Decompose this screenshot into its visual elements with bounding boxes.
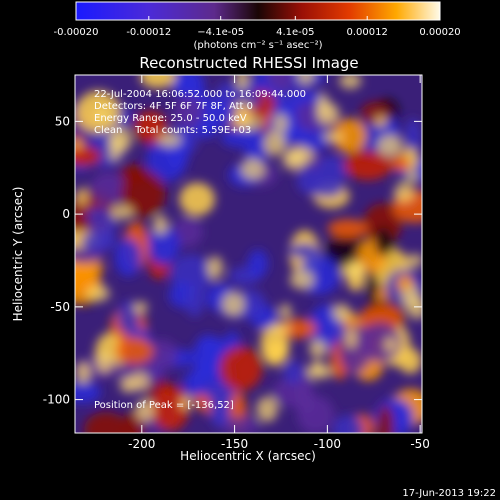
colorbar-unit-label: (photons cm⁻² s⁻¹ asec⁻²)	[193, 40, 322, 51]
y-tick-label: 50	[55, 114, 70, 128]
colorbar-tick-label: 0.00020	[419, 27, 460, 38]
x-tick-label: -50	[410, 437, 430, 451]
colorbar-ticks: -0.00020 -0.00012 −4.1e-05 4.1e-05 0.00012 0.…	[54, 16, 461, 38]
y-tick-label: -100	[43, 393, 70, 407]
annotation-time-range: 22-Jul-2004 16:06:52.000 to 16:09:44.000	[94, 89, 306, 100]
y-axis-label: Heliocentric Y (arcsec)	[11, 187, 25, 322]
plot-frame	[74, 74, 423, 434]
x-tick-label: -200	[128, 437, 155, 451]
x-axis-label: Heliocentric X (arcsec)	[180, 449, 316, 463]
annotation-peak-position: Position of Peak = [-136,52]	[94, 400, 234, 411]
colorbar-tick-label: 4.1e-05	[276, 27, 314, 38]
colorbar-tick-label: -0.00020	[54, 27, 99, 38]
y-tick-label: 0	[62, 207, 70, 221]
colorbar-tick-label: −4.1e-05	[197, 27, 244, 38]
x-tick-label: -150	[221, 437, 248, 451]
y-tick-label: -50	[50, 300, 70, 314]
colorbar-tick-label: 0.00012	[347, 27, 388, 38]
x-tick-label: -100	[314, 437, 341, 451]
heatmap-image	[75, 75, 422, 433]
annotation-energy-range: Energy Range: 25.0 - 50.0 keV	[94, 113, 247, 124]
annotation-detectors: Detectors: 4F 5F 6F 7F 8F, Att 0	[94, 101, 253, 112]
footer-timestamp: 17-Jun-2013 19:22	[402, 488, 496, 499]
chart-title: Reconstructed RHESSI Image	[139, 54, 358, 72]
annotation-clean-counts: Clean Total counts: 5.59E+03	[94, 125, 251, 136]
axis-ticks: -200 -150 -100 -50 -100 -50 0 50	[43, 75, 430, 451]
colorbar-tick-label: -0.00012	[126, 27, 171, 38]
colorbar	[75, 1, 441, 21]
